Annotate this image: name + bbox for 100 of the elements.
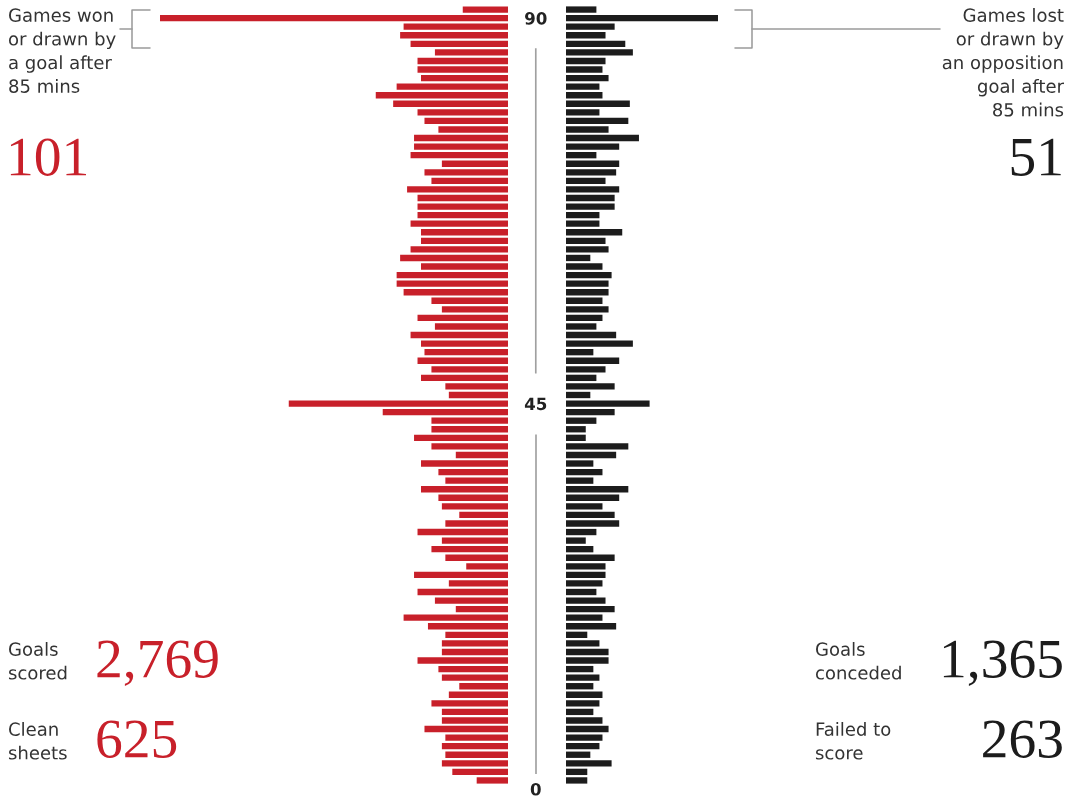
bar	[566, 683, 594, 690]
bar	[414, 134, 508, 142]
bar	[566, 126, 609, 133]
bar	[566, 597, 606, 604]
bar	[455, 451, 508, 459]
bar	[438, 665, 508, 673]
annotation: 625	[97, 720, 177, 758]
bar	[160, 14, 508, 22]
bar	[417, 57, 508, 65]
bar	[448, 580, 508, 587]
bar	[566, 32, 606, 39]
bar	[476, 777, 508, 784]
bar	[438, 468, 508, 476]
bar	[566, 580, 603, 587]
bar	[466, 563, 508, 570]
bar	[417, 588, 508, 596]
bar	[441, 640, 508, 647]
bar	[566, 229, 623, 236]
bar	[417, 314, 508, 322]
bar	[566, 760, 612, 767]
bar	[462, 6, 508, 13]
bar	[566, 708, 594, 716]
bar	[566, 40, 626, 47]
bar	[566, 152, 597, 159]
bar	[566, 546, 594, 553]
bar	[441, 306, 508, 313]
bar	[566, 66, 603, 73]
text: Goals conceded	[816, 642, 901, 680]
bar	[459, 683, 508, 690]
bar	[566, 246, 609, 253]
bar	[434, 323, 508, 330]
bar	[396, 83, 508, 90]
text: 101	[10, 138, 86, 176]
bar	[400, 254, 508, 262]
bar	[566, 777, 588, 784]
bar	[566, 92, 603, 99]
bar	[566, 271, 612, 279]
bar	[396, 271, 508, 279]
text: 263	[983, 720, 1062, 758]
bar	[417, 194, 508, 202]
bar	[431, 417, 508, 424]
bar	[566, 571, 606, 579]
bar	[438, 126, 508, 133]
text: 51	[1011, 138, 1061, 176]
bar	[421, 374, 508, 382]
bar	[566, 486, 629, 493]
bar	[566, 194, 615, 202]
bar	[566, 254, 591, 262]
bar	[421, 263, 508, 270]
bar	[445, 554, 508, 561]
bar	[452, 768, 508, 776]
bar	[441, 743, 508, 750]
bar	[438, 494, 508, 501]
bar	[566, 220, 600, 227]
bar	[421, 74, 508, 82]
bar	[566, 314, 603, 322]
bar	[566, 614, 603, 621]
bar	[566, 237, 606, 244]
bar	[431, 366, 508, 373]
bar	[441, 648, 508, 656]
bar	[382, 408, 508, 416]
bar	[566, 717, 603, 724]
bar	[566, 391, 591, 399]
bar	[566, 417, 597, 424]
bar	[455, 605, 508, 613]
bar	[421, 229, 508, 236]
bar	[445, 520, 508, 527]
bar	[566, 263, 603, 270]
bar	[566, 83, 600, 90]
bar	[410, 152, 508, 159]
bar	[566, 451, 617, 459]
bar	[566, 134, 639, 142]
bar	[566, 751, 591, 758]
bar	[431, 546, 508, 553]
bar	[434, 597, 508, 604]
bar	[566, 768, 588, 776]
bar	[421, 460, 508, 467]
bar	[410, 331, 508, 339]
bar	[431, 177, 508, 185]
bar	[566, 563, 606, 570]
y-tick-label: 0	[530, 782, 541, 796]
bar	[393, 100, 508, 107]
bar	[407, 186, 508, 193]
bar	[566, 648, 609, 656]
bar	[566, 725, 609, 733]
bar	[441, 760, 508, 767]
bar	[445, 734, 508, 741]
bar	[431, 426, 508, 433]
bar	[427, 623, 508, 630]
bar	[566, 426, 586, 433]
bar	[566, 186, 620, 193]
y-tick-label: 45	[524, 397, 547, 411]
bar	[431, 443, 508, 450]
bar	[417, 357, 508, 364]
bar	[431, 700, 508, 707]
text: Failed to score	[815, 722, 891, 760]
bar	[566, 631, 588, 638]
bar	[441, 503, 508, 510]
bar	[445, 383, 508, 390]
bar	[566, 605, 615, 613]
